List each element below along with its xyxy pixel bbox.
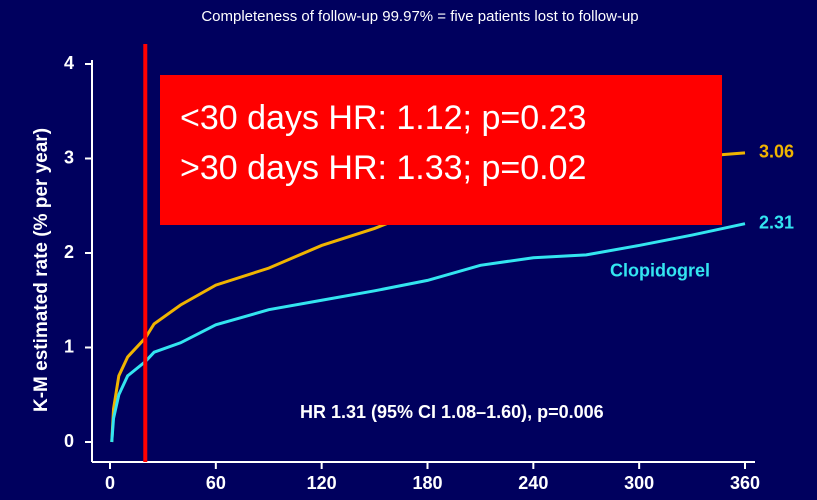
y-axis-label: K-M estimated rate (% per year) [31,128,52,412]
end-value-label: 2.31 [759,212,794,232]
x-tick-label: 120 [307,473,337,493]
y-tick-label: 2 [64,242,74,262]
x-tick-label: 300 [624,473,654,493]
hr-annotation: HR 1.31 (95% CI 1.08–1.60), p=0.006 [300,402,604,422]
chart-title: Completeness of follow-up 99.97% = five … [201,8,638,25]
y-tick-label: 3 [64,147,74,167]
x-tick-label: 360 [730,473,760,493]
y-tick-label: 1 [64,336,74,356]
x-tick-label: 240 [518,473,548,493]
y-tick-label: 0 [64,431,74,451]
series-label: Clopidogrel [610,260,710,280]
km-curve [110,222,746,443]
annotation-line: <30 days HR: 1.12; p=0.23 [180,99,586,137]
x-tick-label: 60 [206,473,226,493]
annotation-line: >30 days HR: 1.33; p=0.02 [180,149,586,187]
x-tick-label: 0 [105,473,115,493]
y-tick-label: 4 [64,53,74,73]
end-value-label: 3.06 [759,142,794,162]
annotation-box [160,75,722,225]
x-tick-label: 180 [412,473,442,493]
